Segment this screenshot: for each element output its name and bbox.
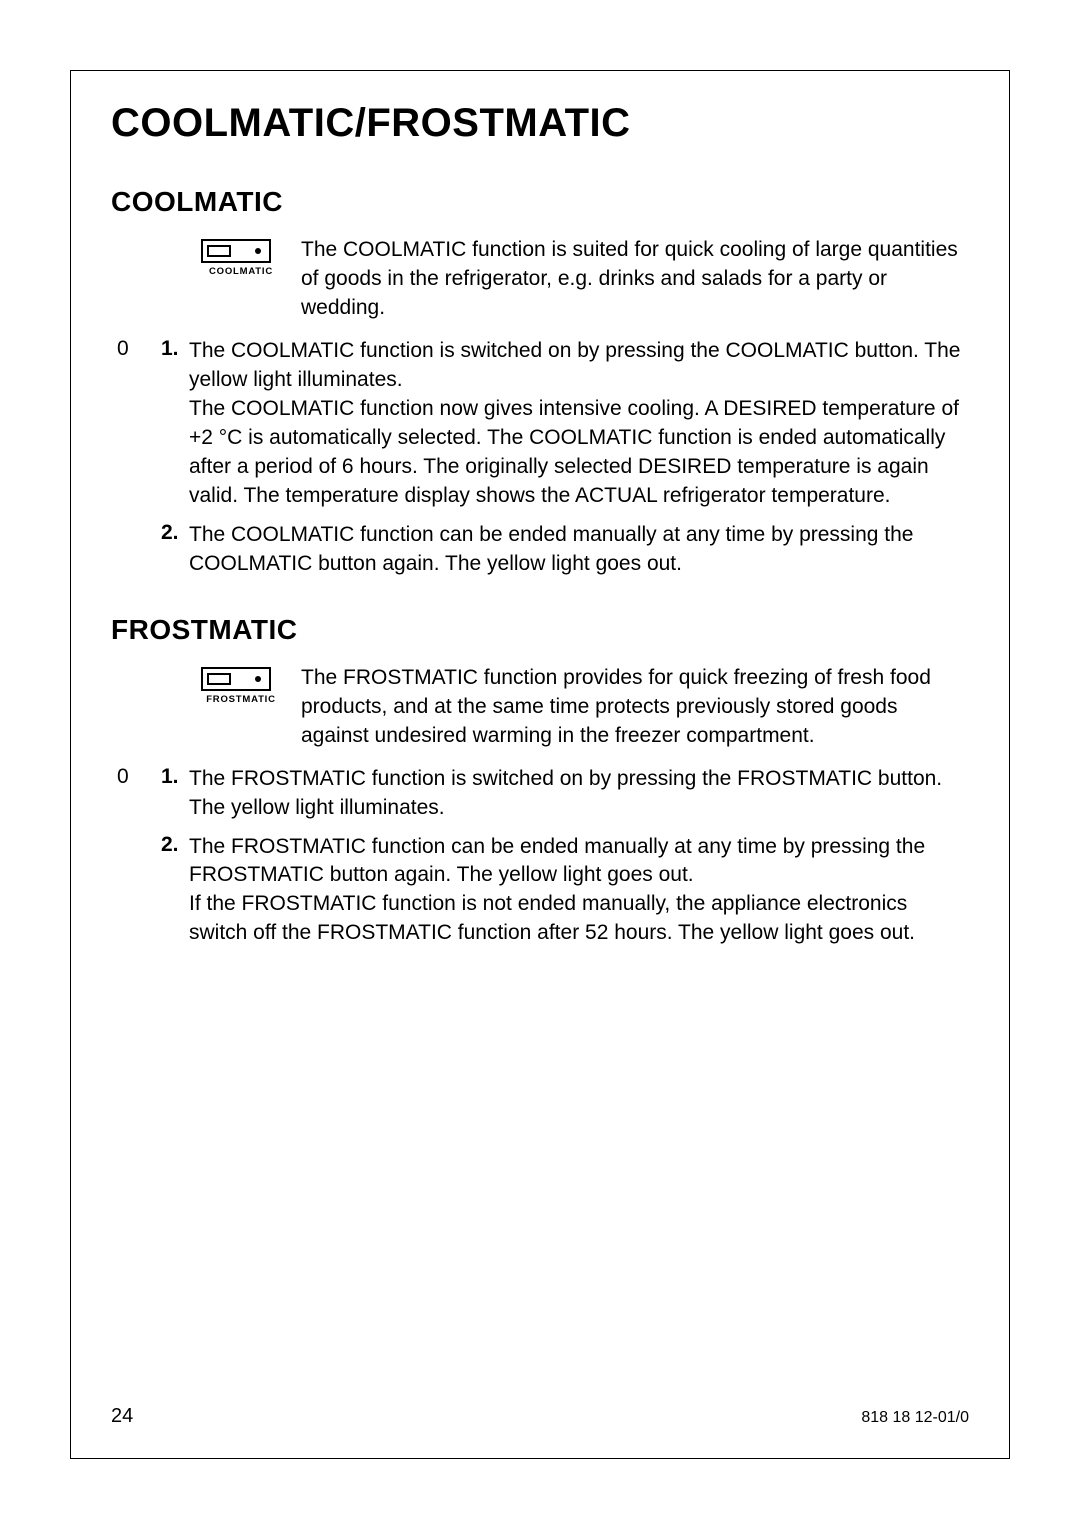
list-marker-0: 0 [111, 765, 161, 789]
list-number: 1. [161, 337, 189, 361]
list-number: 2. [161, 521, 189, 545]
list-marker-0: 0 [111, 337, 161, 361]
frostmatic-button-icon: FROSTMATIC [201, 667, 281, 705]
button-rect-icon [207, 673, 231, 685]
button-frame-icon [201, 667, 271, 691]
list-number: 1. [161, 765, 189, 789]
list-text: The COOLMATIC function can be ended manu… [189, 521, 969, 579]
button-rect-icon [207, 245, 231, 257]
frostmatic-title: FROSTMATIC [111, 614, 969, 646]
list-item: 2. The FROSTMATIC function can be ended … [111, 833, 969, 949]
frostmatic-section: FROSTMATIC FROSTMATIC The FROSTMATIC fun… [111, 614, 969, 949]
button-frame-icon [201, 239, 271, 263]
button-dot-icon [255, 248, 261, 254]
button-dot-icon [255, 676, 261, 682]
page-footer: 24 818 18 12-01/0 [111, 1405, 969, 1428]
doc-code: 818 18 12-01/0 [861, 1409, 969, 1427]
coolmatic-intro-text: The COOLMATIC function is suited for qui… [301, 236, 969, 323]
list-item: 0 1. The FROSTMATIC function is switched… [111, 765, 969, 823]
page-frame: COOLMATIC/FROSTMATIC COOLMATIC COOLMATIC… [70, 70, 1010, 1459]
frostmatic-intro-block: FROSTMATIC The FROSTMATIC function provi… [111, 664, 969, 751]
list-text: The FROSTMATIC function is switched on b… [189, 765, 969, 823]
coolmatic-intro-block: COOLMATIC The COOLMATIC function is suit… [111, 236, 969, 323]
coolmatic-section: COOLMATIC COOLMATIC The COOLMATIC functi… [111, 186, 969, 579]
coolmatic-button-label: COOLMATIC [201, 266, 281, 277]
frostmatic-intro-text: The FROSTMATIC function provides for qui… [301, 664, 969, 751]
list-item: 2. The COOLMATIC function can be ended m… [111, 521, 969, 579]
list-item: 0 1. The COOLMATIC function is switched … [111, 337, 969, 511]
page-number: 24 [111, 1405, 133, 1428]
list-text: The COOLMATIC function is switched on by… [189, 337, 969, 511]
frostmatic-button-label: FROSTMATIC [201, 694, 281, 705]
list-text: The FROSTMATIC function can be ended man… [189, 833, 969, 949]
list-number: 2. [161, 833, 189, 857]
coolmatic-button-icon: COOLMATIC [201, 239, 281, 277]
main-title: COOLMATIC/FROSTMATIC [111, 101, 969, 146]
coolmatic-title: COOLMATIC [111, 186, 969, 218]
